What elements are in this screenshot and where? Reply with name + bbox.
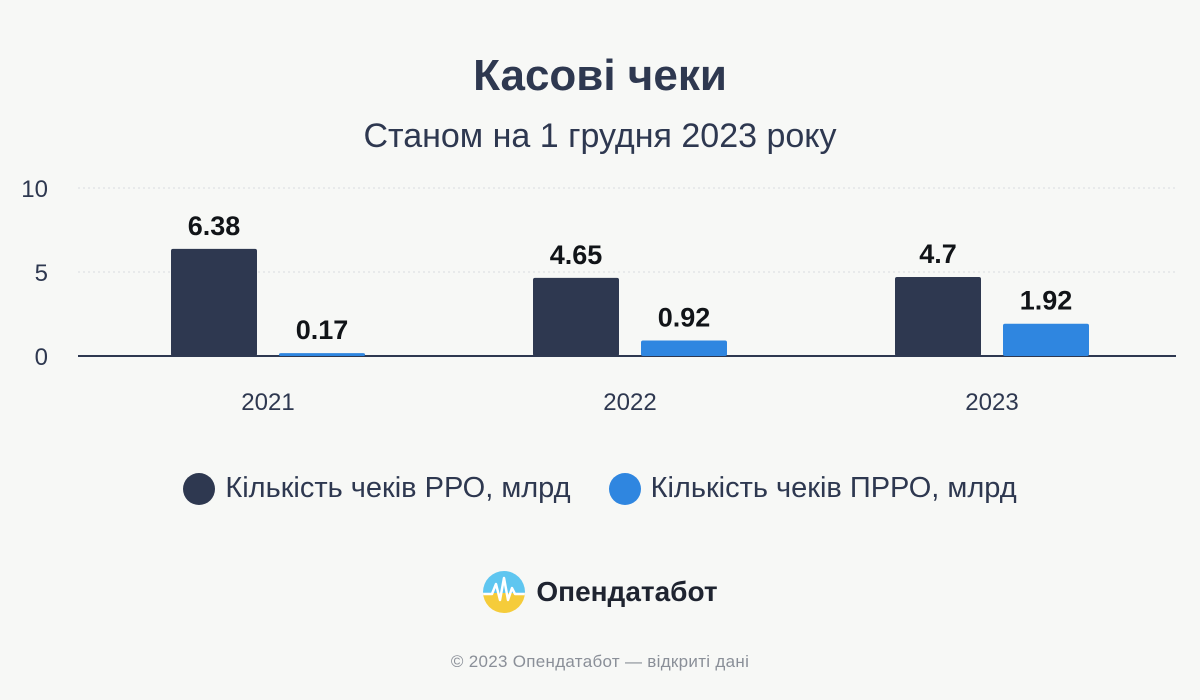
brand: Опендатабот [0, 570, 1200, 614]
bar-rro-2022 [533, 277, 619, 356]
legend: Кількість чеків РРО, млрд Кількість чекі… [0, 472, 1200, 505]
x-tick-label: 2022 [603, 389, 656, 416]
footer-copyright: © 2023 Опендатабот — відкриті дані [450, 652, 750, 671]
bar-chart: 0 5 10 6.38 0.17 2021 4.65 0.92 2022 4.7 1.92 2023 [21, 176, 1176, 416]
bar-rro-2023 [895, 277, 981, 356]
legend-label-prro: Кількість чеків ПРРО, млрд [650, 472, 1017, 504]
data-label: 0.92 [658, 303, 711, 333]
x-tick-label: 2021 [241, 389, 294, 416]
y-tick-label: 0 [35, 344, 48, 371]
legend-item-prro: Кількість чеків ПРРО, млрд [608, 472, 1017, 505]
legend-label-rro: Кількість чеків РРО, млрд [225, 472, 571, 504]
bar-prro-2022 [641, 340, 727, 356]
chart-title: Касові чеки [473, 51, 727, 100]
legend-item-rro: Кількість чеків РРО, млрд [183, 472, 571, 505]
data-label: 4.65 [550, 240, 603, 270]
bar-prro-2023 [1003, 323, 1089, 356]
chart-subtitle: Станом на 1 грудня 2023 року [363, 117, 837, 155]
bar-rro-2021 [171, 248, 257, 356]
data-label: 1.92 [1020, 286, 1073, 316]
x-tick-label: 2023 [965, 389, 1018, 416]
bar-prro-2021 [279, 353, 365, 356]
data-label: 4.7 [919, 239, 957, 269]
legend-swatch-prro [608, 472, 641, 505]
y-tick-label: 5 [35, 260, 48, 287]
brand-name: Опендатабот [536, 576, 718, 607]
y-tick-label: 10 [21, 176, 48, 203]
legend-swatch-rro [183, 472, 216, 505]
data-label: 0.17 [296, 315, 349, 345]
opendatabot-logo-icon [483, 571, 526, 613]
data-label: 6.38 [188, 211, 241, 241]
